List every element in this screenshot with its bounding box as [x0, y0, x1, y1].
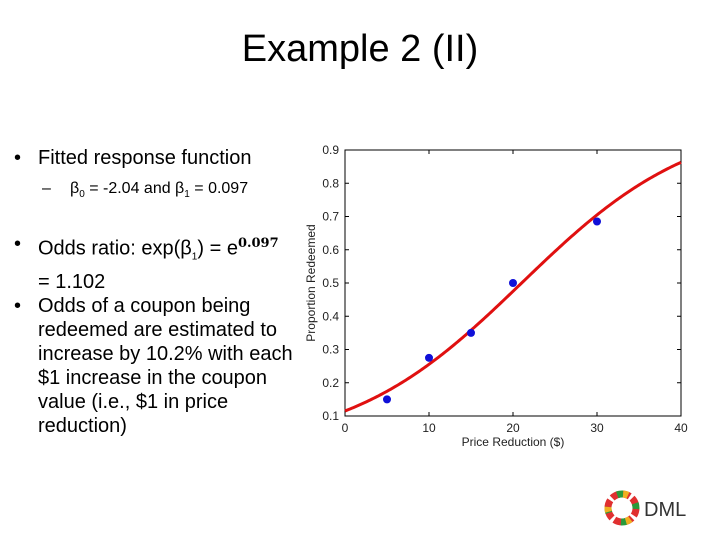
- odds-pre: Odds ratio: exp(β: [38, 237, 192, 260]
- data-point: [467, 328, 475, 337]
- coef-mid-text: = -2.04 and β: [84, 180, 185, 197]
- x-tick-label: 20: [506, 421, 520, 435]
- bullet-dot: •: [14, 233, 22, 256]
- coef-beta1-value: = 0.097: [189, 180, 249, 197]
- y-tick-label: 0.3: [322, 343, 339, 357]
- bullet-text: Fitted response function: [38, 147, 252, 169]
- bullet-odds-ratio: • Odds ratio: exp(β1) = e0.097 = 1.102: [12, 232, 312, 294]
- y-tick-label: 0.5: [322, 276, 339, 290]
- logo-text: DML: [644, 499, 686, 521]
- y-tick-label: 0.2: [322, 376, 339, 390]
- odds-index: 1: [191, 251, 198, 263]
- fitted-curve: [344, 160, 682, 413]
- sub-bullet-dash: –: [42, 180, 51, 197]
- bullet-dot: •: [14, 147, 22, 169]
- y-axis-label: Proportion Redeemed: [304, 224, 318, 341]
- logistic-chart: 0.1 0.2 0.3 0.4 0.5 0.6 0.7 0.8 0.9 0 10 20 30 40 Pric…: [304, 143, 688, 449]
- x-tick-label: 30: [590, 421, 604, 435]
- dml-logo: DML: [604, 490, 686, 526]
- coef-beta1-index: 1: [184, 189, 190, 201]
- bullet-text: Odds of a coupon being redeemed are esti…: [38, 294, 293, 437]
- logo-ring-icon: [604, 490, 640, 526]
- odds-exponent: 0.097: [237, 236, 279, 252]
- bullet-dot: •: [14, 294, 22, 317]
- y-tick-label: 0.1: [322, 409, 339, 423]
- y-tick-label: 0.9: [322, 143, 339, 157]
- bullet-fitted-response: • Fitted response function: [12, 146, 312, 170]
- x-axis-label: Price Reduction ($): [462, 435, 565, 449]
- data-point: [425, 353, 433, 362]
- y-tick-label: 0.7: [322, 210, 339, 224]
- y-tick-label: 0.4: [322, 309, 339, 323]
- data-point: [593, 217, 601, 226]
- sub-bullet-coefficients: – β0 = -2.04 and β1 = 0.097: [12, 178, 312, 206]
- x-tick-label: 10: [422, 421, 436, 435]
- coef-beta0-index: 0: [79, 189, 85, 201]
- odds-mid: ) = e: [197, 237, 238, 260]
- x-tick-label: 0: [342, 421, 349, 435]
- data-point: [383, 395, 391, 404]
- coef-beta0-symbol: β: [70, 180, 80, 197]
- x-tick-label: 40: [674, 421, 688, 435]
- y-tick-label: 0.8: [322, 176, 339, 190]
- y-tick-label: 0.6: [322, 243, 339, 257]
- bullet-list: • Fitted response function – β0 = -2.04 …: [12, 146, 312, 438]
- odds-result: = 1.102: [38, 270, 106, 293]
- slide-title: Example 2 (II): [241, 28, 479, 70]
- data-point: [509, 279, 517, 287]
- bullet-interpretation: • Odds of a coupon being redeemed are es…: [12, 294, 312, 438]
